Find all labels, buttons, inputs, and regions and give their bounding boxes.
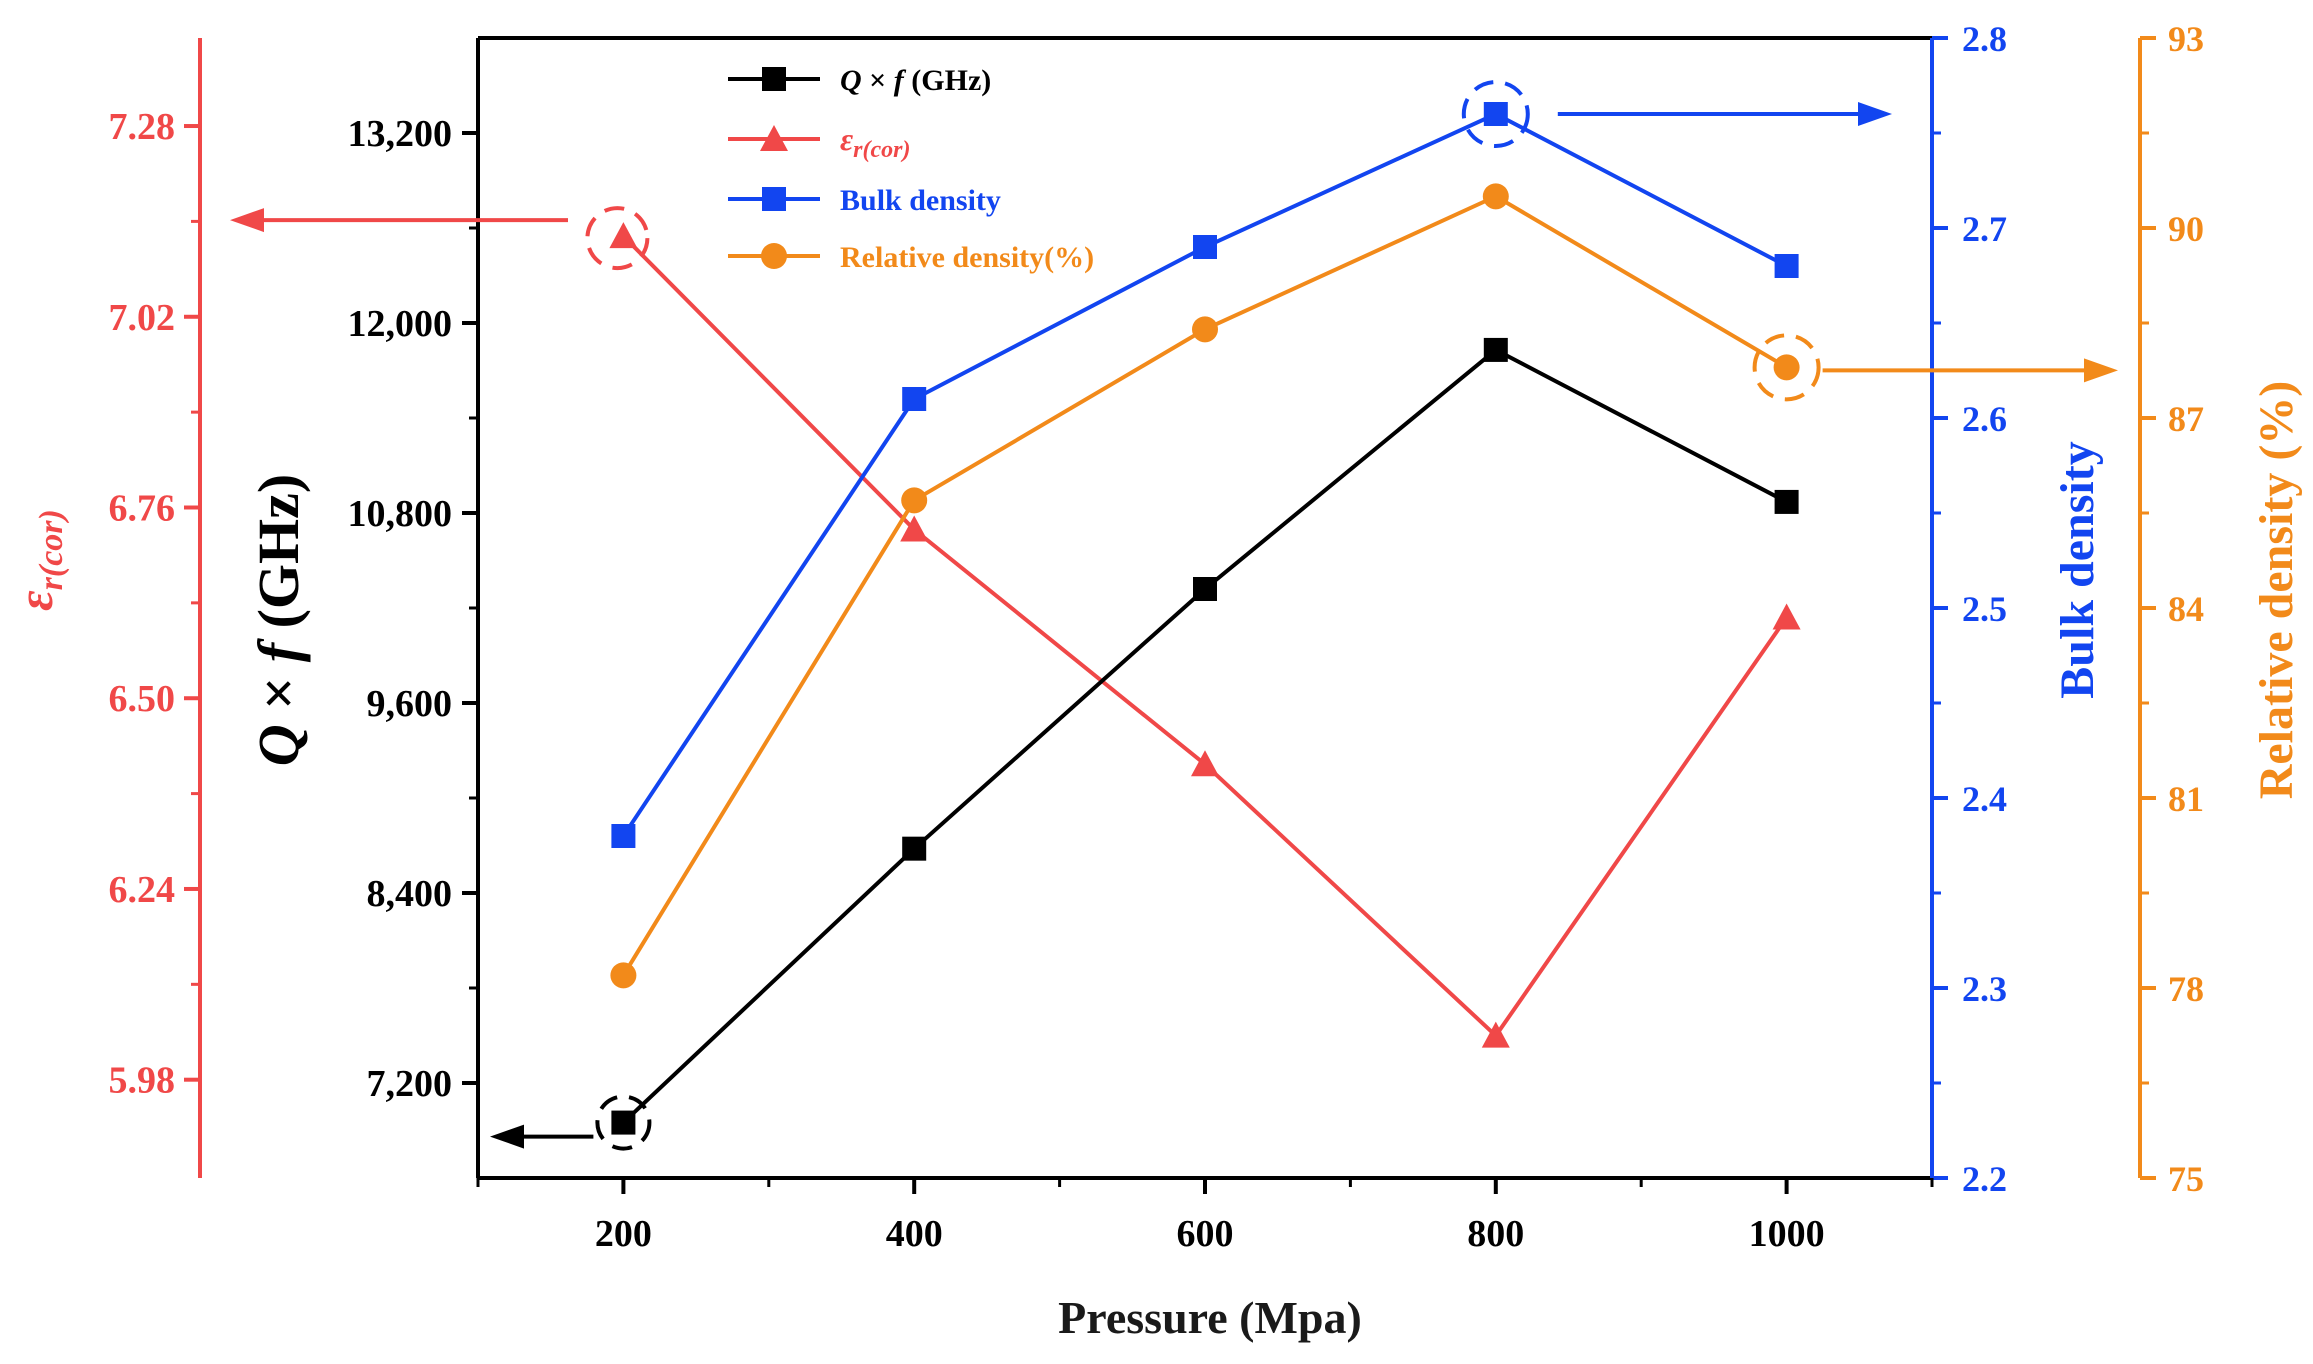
- y-tick-label: 78: [2168, 969, 2204, 1009]
- y-tick-label: 2.2: [1962, 1159, 2007, 1199]
- bulk-highlight-circle: [1461, 80, 1530, 148]
- legend-item-er: εr(cor): [728, 121, 910, 163]
- bulk-axis-arrow: [1557, 102, 1892, 126]
- y-tick-label: 2.7: [1962, 209, 2007, 249]
- data-point: [901, 487, 928, 514]
- y-tick-label: 6.50: [109, 678, 176, 720]
- data-point: [611, 1110, 636, 1135]
- qf-axis-arrow: [490, 1124, 594, 1149]
- bulk-density-axis: 2.2 2.3 2.4 2.5 2.6 2.7 2.8: [1930, 19, 2007, 1199]
- data-point: [1481, 1021, 1510, 1048]
- series-line: [622, 347, 1788, 1125]
- data-point: [900, 515, 929, 542]
- data-point: [1192, 316, 1218, 343]
- svg-text:Relative density(%): Relative density(%): [840, 241, 1094, 274]
- qf-axis-label: Q × f (GHz): [246, 474, 311, 766]
- rel-axis-arrow: [1822, 358, 2118, 383]
- arrow-head: [1858, 102, 1892, 126]
- data-point: [610, 962, 637, 989]
- data-point: [902, 836, 927, 861]
- rel-axis-label: Relative density (%): [2250, 381, 2303, 800]
- data-point: [1483, 102, 1508, 126]
- arrow-head: [490, 1124, 524, 1149]
- plot-frame: [476, 36, 1932, 1180]
- y-tick-label: 75: [2168, 1159, 2204, 1199]
- series-er: [609, 222, 1801, 1048]
- arrow-head: [230, 208, 264, 233]
- y-tick-label: 2.3: [1962, 969, 2007, 1009]
- series-line: [621, 111, 1788, 838]
- y-tick-label: 2.5: [1962, 589, 2007, 629]
- er-axis: 5.98 6.24 6.50 6.76 7.02 7.28: [109, 38, 202, 1178]
- legend-item-qf: Q × f (GHz): [728, 64, 991, 97]
- y-tick-label: 7.28: [109, 106, 176, 148]
- y-tick-label: 13,200: [348, 113, 453, 155]
- series-line: [621, 234, 1789, 1039]
- legend-item-rel: Relative density(%): [728, 241, 1094, 274]
- y-tick-label: 8,400: [367, 873, 453, 915]
- x-axis: 200 400 600 800 1000: [476, 1178, 1934, 1255]
- data-point: [1774, 254, 1799, 278]
- er-highlight-circle: [585, 206, 650, 271]
- qf-axis: 7,200 8,400 9,600 10,800 12,000 13,200: [348, 38, 480, 1178]
- svg-text:εr(cor): εr(cor): [840, 121, 910, 163]
- bulk-axis-label: Bulk density: [2051, 441, 2104, 698]
- data-point: [1772, 603, 1801, 630]
- series-qf: [611, 337, 1799, 1135]
- x-tick-label: 400: [886, 1213, 943, 1255]
- x-tick-label: 600: [1177, 1213, 1234, 1255]
- data-point: [1482, 183, 1509, 210]
- data-point: [1773, 354, 1800, 381]
- data-point: [902, 387, 927, 411]
- y-tick-label: 7,200: [367, 1063, 453, 1105]
- y-tick-label: 9,600: [367, 683, 453, 725]
- y-tick-label: 7.02: [109, 297, 176, 339]
- x-axis-label: Pressure (Mpa): [1058, 1292, 1362, 1343]
- relative-density-axis: 75 78 81 84 87 90 93: [2138, 19, 2204, 1199]
- arrow-head: [2084, 358, 2118, 383]
- y-tick-label: 10,800: [348, 493, 453, 535]
- y-tick-label: 84: [2168, 589, 2204, 629]
- data-point: [1193, 235, 1217, 259]
- annotations: [230, 80, 2118, 1151]
- legend: Q × f (GHz) εr(cor) Bulk density Relativ…: [728, 64, 1094, 274]
- x-tick-label: 1000: [1749, 1213, 1825, 1255]
- data-point: [609, 222, 638, 249]
- data-point: [1483, 337, 1508, 362]
- svg-text:Bulk density: Bulk density: [840, 184, 1001, 217]
- x-tick-label: 200: [595, 1213, 652, 1255]
- data-point: [611, 824, 636, 848]
- y-tick-label: 6.76: [109, 487, 176, 529]
- y-tick-label: 12,000: [348, 303, 453, 345]
- y-tick-label: 87: [2168, 399, 2204, 439]
- series-layer: [609, 102, 1801, 1135]
- y-tick-label: 2.4: [1962, 779, 2007, 819]
- er-axis-arrow: [230, 208, 568, 233]
- legend-item-bulk: Bulk density: [728, 184, 1001, 217]
- er-axis-label: εr(cor): [7, 509, 70, 611]
- x-tick-label: 800: [1467, 1213, 1524, 1255]
- svg-text:Q × f (GHz): Q × f (GHz): [840, 64, 991, 97]
- y-tick-label: 81: [2168, 779, 2204, 819]
- rel-highlight-circle: [1752, 333, 1821, 402]
- y-tick-label: 93: [2168, 19, 2204, 59]
- y-tick-label: 2.6: [1962, 399, 2007, 439]
- y-tick-label: 6.24: [109, 869, 176, 911]
- data-point: [1193, 577, 1217, 601]
- data-point: [1774, 489, 1799, 514]
- series-bulk: [611, 102, 1799, 848]
- y-tick-label: 90: [2168, 209, 2204, 249]
- data-point: [1191, 750, 1219, 777]
- series-rel: [610, 183, 1800, 989]
- y-tick-label: 2.8: [1962, 19, 2007, 59]
- y-tick-label: 5.98: [109, 1060, 176, 1102]
- qf-highlight-circle: [595, 1094, 652, 1151]
